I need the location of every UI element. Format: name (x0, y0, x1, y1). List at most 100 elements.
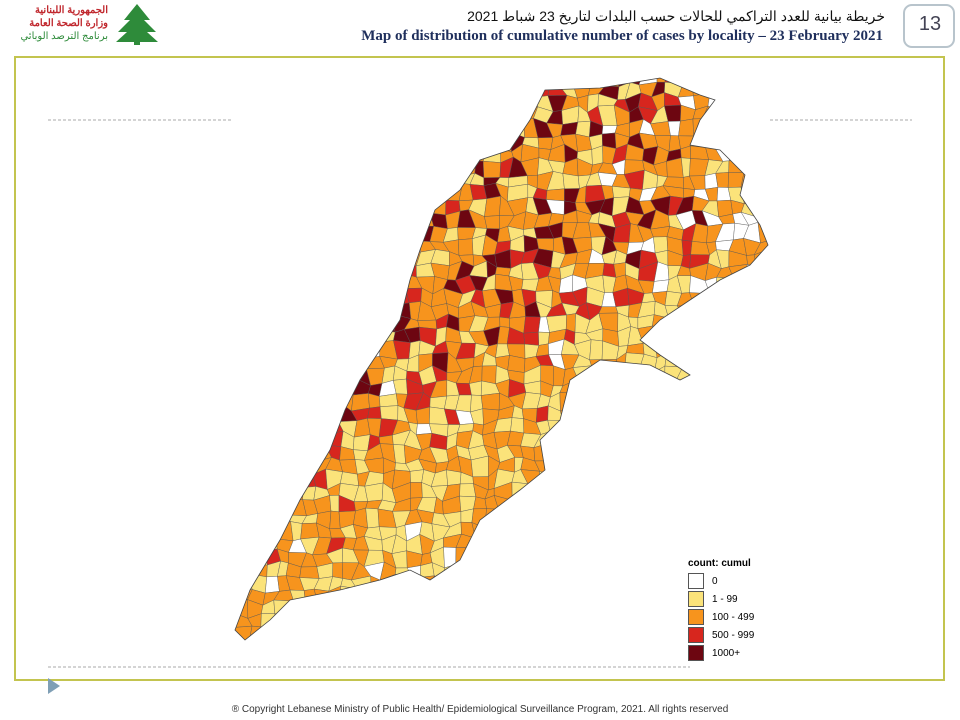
locality (679, 78, 697, 85)
locality (585, 393, 602, 410)
locality (247, 499, 267, 514)
locality (247, 551, 268, 567)
locality (314, 78, 331, 82)
locality (678, 419, 697, 435)
locality (455, 599, 476, 619)
locality (442, 119, 463, 137)
locality (344, 225, 354, 242)
locality (572, 78, 593, 85)
locality (546, 617, 565, 633)
locality (586, 469, 605, 484)
locality (740, 379, 763, 395)
locality (300, 161, 316, 176)
locality (487, 132, 501, 150)
locality (664, 576, 684, 594)
locality (237, 130, 254, 150)
locality (454, 78, 476, 87)
legend-swatch (688, 627, 704, 643)
locality (301, 278, 319, 295)
locality (433, 157, 450, 174)
locality (285, 253, 306, 269)
locality (315, 145, 331, 163)
locality (481, 574, 499, 593)
locality (278, 253, 287, 270)
locality (474, 117, 488, 138)
locality (447, 96, 462, 112)
locality (224, 644, 239, 656)
locality (741, 471, 758, 487)
locality (561, 590, 580, 604)
locality (273, 78, 294, 87)
locality (755, 585, 768, 607)
locality (534, 534, 549, 551)
locality (351, 171, 368, 186)
locality (536, 605, 553, 618)
locality (559, 618, 579, 632)
locality (410, 573, 423, 591)
locality (755, 329, 768, 347)
locality (475, 535, 488, 552)
locality (379, 278, 393, 292)
locality (235, 119, 254, 139)
locality (559, 473, 580, 488)
locality (565, 313, 576, 333)
locality (754, 445, 768, 460)
locality (652, 279, 670, 294)
locality (761, 365, 768, 381)
locality (396, 201, 411, 217)
locality (304, 393, 313, 410)
locality (331, 316, 346, 333)
locality (613, 501, 630, 516)
locality (260, 183, 279, 204)
locality (747, 78, 760, 88)
locality (485, 588, 499, 603)
locality (559, 599, 580, 620)
locality (585, 546, 605, 565)
locality (356, 196, 368, 213)
locality (353, 339, 371, 360)
locality (547, 460, 566, 475)
locality (601, 641, 617, 659)
locality (395, 146, 411, 164)
locality (393, 444, 406, 464)
locality (547, 520, 567, 539)
locality (578, 405, 593, 423)
locality (324, 639, 346, 640)
locality (262, 78, 280, 87)
locality (366, 277, 382, 292)
locality (639, 637, 658, 640)
locality (405, 78, 420, 87)
locality (403, 225, 423, 242)
locality (416, 172, 436, 189)
locality (650, 443, 668, 464)
locality (235, 332, 256, 342)
locality (431, 575, 451, 592)
locality (733, 278, 744, 295)
locality (694, 424, 706, 435)
locality (520, 84, 539, 98)
locality (727, 353, 746, 373)
locality (467, 574, 487, 594)
locality (525, 573, 538, 592)
locality (498, 576, 510, 590)
locality (315, 365, 330, 386)
locality (410, 482, 423, 499)
locality (732, 469, 746, 487)
locality (704, 483, 722, 498)
locality (599, 381, 618, 398)
locality (624, 421, 644, 435)
locality (650, 624, 671, 639)
locality (745, 419, 762, 438)
locality (617, 405, 627, 423)
locality (237, 161, 254, 172)
locality (746, 409, 762, 421)
locality (379, 110, 398, 126)
locality (467, 591, 488, 603)
locality (754, 379, 768, 394)
locality (285, 630, 305, 640)
locality (235, 209, 242, 225)
locality (455, 611, 476, 630)
logo-line: الجمهورية اللبنانية (35, 5, 108, 16)
locality (693, 447, 711, 464)
locality (235, 381, 240, 397)
